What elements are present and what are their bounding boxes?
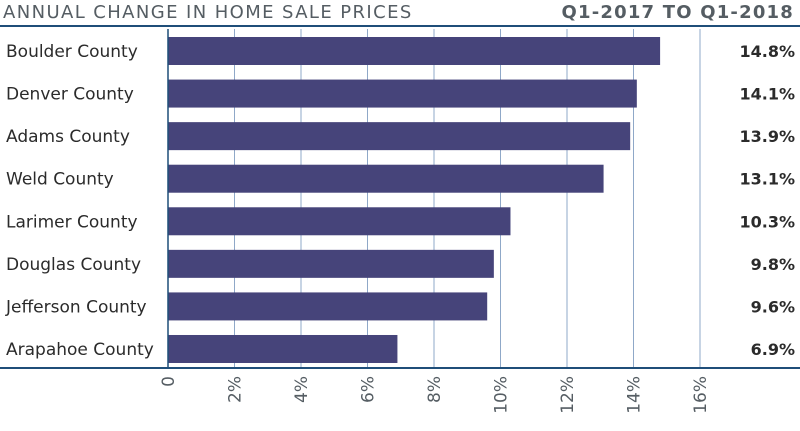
- value-labels: 14.8% 14.1% 13.9% 13.1% 10.3% 9.8% 9.6% 6.9%: [739, 42, 795, 359]
- value-label: 10.3%: [739, 212, 795, 231]
- category-label: Douglas County: [6, 255, 141, 275]
- bar-boulder-county: [168, 37, 661, 65]
- value-label: 9.6%: [751, 297, 795, 316]
- chart-header: ANNUAL CHANGE IN HOME SALE PRICES Q1-201…: [0, 0, 800, 27]
- category-label: Weld County: [6, 170, 114, 190]
- category-label: Larimer County: [6, 212, 138, 232]
- x-tick-label: 2%: [226, 376, 246, 403]
- x-tick-label: 0: [159, 376, 179, 387]
- bar-larimer-county: [168, 207, 511, 236]
- value-label: 14.1%: [739, 85, 795, 104]
- category-label: Boulder County: [6, 42, 138, 62]
- bar-arapahoe-county: [168, 334, 398, 363]
- bar-denver-county: [168, 79, 637, 108]
- bars: [168, 37, 661, 363]
- x-tick-label: 14%: [625, 376, 645, 414]
- x-tick-label: 8%: [425, 376, 445, 403]
- x-tick-label: 4%: [292, 376, 312, 403]
- x-tick-label: 10%: [492, 376, 512, 414]
- x-tick-label: 6%: [359, 376, 379, 403]
- value-label: 14.8%: [739, 42, 795, 61]
- header-rule: [0, 25, 800, 27]
- x-tick-label: 12%: [558, 376, 578, 414]
- chart-title: ANNUAL CHANGE IN HOME SALE PRICES: [3, 2, 413, 23]
- category-label: Arapahoe County: [6, 340, 154, 360]
- x-tick-label: 16%: [691, 376, 711, 414]
- bar-weld-county: [168, 164, 604, 193]
- bar-douglas-county: [168, 249, 494, 278]
- category-labels: Boulder County Denver County Adams County W…: [5, 42, 154, 360]
- value-label: 13.9%: [739, 127, 795, 146]
- value-label: 6.9%: [751, 340, 795, 359]
- category-label: Jefferson County: [5, 297, 147, 317]
- category-label: Adams County: [6, 127, 130, 147]
- x-axis: [0, 29, 800, 369]
- category-label: Denver County: [6, 85, 134, 105]
- bar-jefferson-county: [168, 292, 488, 321]
- value-label: 13.1%: [739, 170, 795, 189]
- chart-period: Q1-2017 TO Q1-2018: [561, 2, 794, 23]
- value-label: 9.8%: [751, 255, 795, 274]
- bar-adams-county: [168, 122, 631, 151]
- x-tick-labels: 0 2% 4% 6% 8% 10% 12% 14% 16%: [159, 376, 711, 414]
